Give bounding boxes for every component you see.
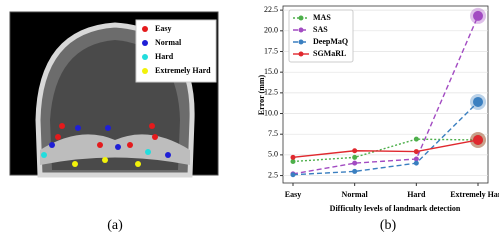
- marker: [290, 154, 296, 160]
- x-tick-label: Normal: [342, 190, 369, 199]
- marker: [352, 168, 358, 174]
- landmark: [127, 142, 133, 148]
- landmark: [72, 161, 78, 167]
- legend-marker: [298, 51, 304, 57]
- skull-base: [40, 134, 190, 165]
- landmark: [149, 123, 155, 129]
- series-line: [292, 138, 479, 163]
- y-tick-label: 10.0: [264, 108, 278, 117]
- marker: [413, 149, 419, 155]
- x-tick-label: Extremely Hard: [450, 190, 499, 199]
- y-tick-label: 20.0: [264, 26, 278, 35]
- legend: Easy Normal Hard Extremely Hard: [142, 24, 211, 75]
- marker: [413, 136, 419, 142]
- legend-label: Hard: [155, 52, 174, 61]
- landmark: [41, 152, 47, 158]
- legend-marker: [298, 27, 304, 33]
- legend-box: [288, 9, 354, 63]
- x-tick-label: Hard: [407, 190, 426, 199]
- legend-label: Easy: [155, 24, 171, 33]
- legend-label: SAS: [313, 25, 328, 34]
- legend-label: Normal: [155, 38, 182, 47]
- series-line: [292, 101, 479, 176]
- legend-label: SGMaRL: [313, 49, 346, 58]
- x-axis-label: Difficulty levels of landmark detection: [330, 204, 461, 213]
- landmark: [165, 152, 171, 158]
- landmark: [105, 125, 111, 131]
- marker: [290, 158, 296, 164]
- legend-marker: [142, 68, 148, 74]
- y-tick-label: 12.5: [264, 88, 278, 97]
- y-tick-label: 5.0: [268, 150, 278, 159]
- landmark: [75, 125, 81, 131]
- landmark: [152, 134, 158, 140]
- y-tick-label: 22.5: [264, 5, 278, 14]
- legend-marker: [298, 15, 304, 21]
- y-tick-label: 17.5: [264, 46, 278, 55]
- y-tick-label: 15.0: [264, 67, 278, 76]
- marker: [290, 172, 296, 178]
- caption: (b): [380, 218, 397, 233]
- legend-label: Extremely Hard: [155, 66, 211, 75]
- marker: [473, 96, 483, 107]
- legend-label: DeepMaQ: [313, 37, 348, 46]
- legend-marker: [142, 54, 148, 60]
- plot: 2.5 5.0 7.5 10.0 12.5 15.0 17.5 20.0 22.5 Easy Nor…: [264, 5, 499, 199]
- series-line: [292, 15, 479, 175]
- landmark: [145, 149, 151, 155]
- legend-box: [135, 19, 217, 83]
- landmark: [49, 142, 55, 148]
- landmarks: [41, 123, 171, 167]
- ct-image: [9, 11, 219, 178]
- series-line: [292, 139, 479, 159]
- x-tick-label: Easy: [285, 190, 301, 199]
- legend-label: MAS: [313, 13, 331, 22]
- legend-marker: [298, 39, 304, 45]
- marker: [352, 148, 358, 154]
- landmark: [102, 157, 108, 163]
- y-axis-label: Error (mm): [257, 74, 266, 115]
- marker: [473, 134, 483, 145]
- landmark: [115, 144, 121, 150]
- caption: (a): [107, 218, 123, 233]
- marker: [352, 160, 358, 166]
- marker: [473, 10, 483, 21]
- marker: [413, 160, 419, 166]
- y-tick-label: 7.5: [268, 129, 278, 138]
- landmark: [135, 161, 141, 167]
- y-tick-label: 2.5: [268, 170, 278, 179]
- landmark: [97, 142, 103, 148]
- marker: [413, 156, 419, 162]
- landmark: [59, 123, 65, 129]
- landmark: [55, 134, 61, 140]
- legend-marker: [142, 40, 148, 46]
- marker: [352, 154, 358, 160]
- legend-marker: [142, 26, 148, 32]
